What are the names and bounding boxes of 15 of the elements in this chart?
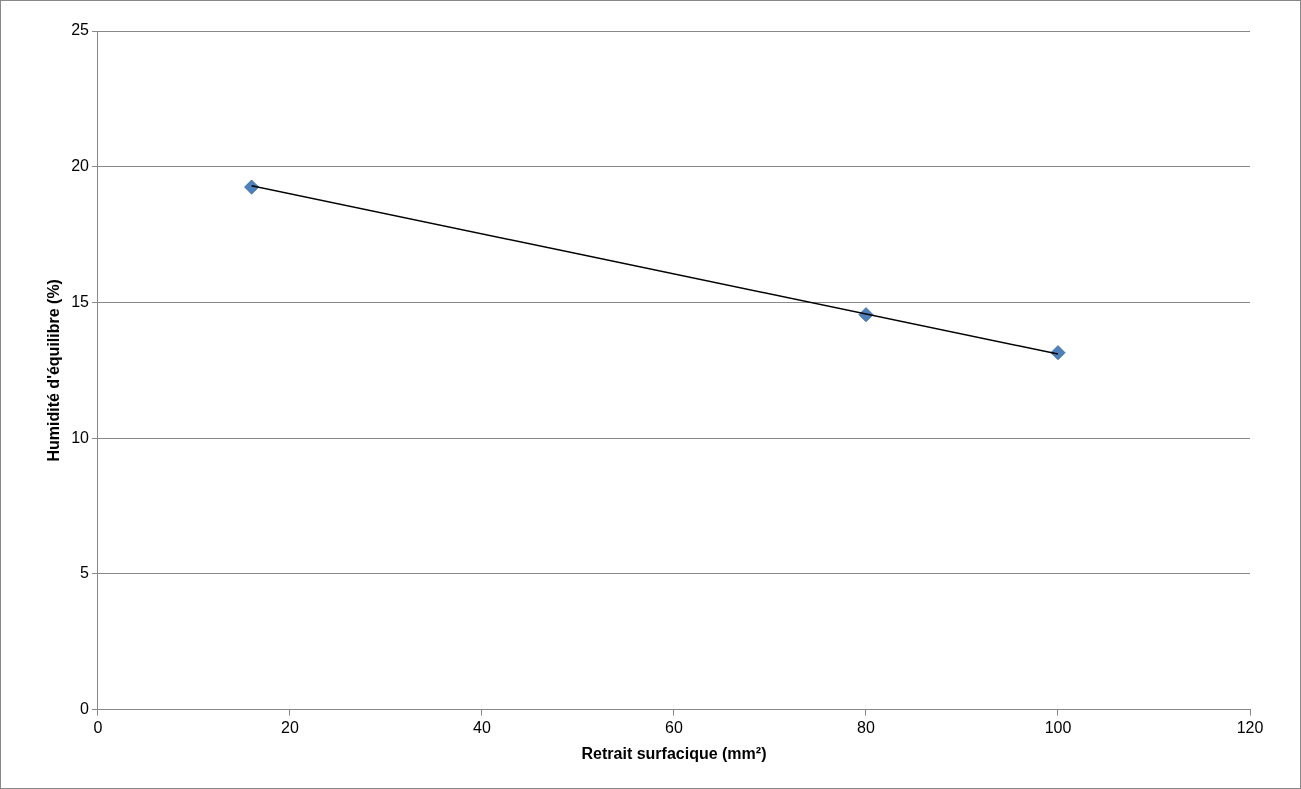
x-tick-label: 60 xyxy=(665,718,683,736)
x-tick-label: 120 xyxy=(1236,718,1264,736)
x-tick-label: 0 xyxy=(93,718,103,736)
x-tick-label: 100 xyxy=(1044,718,1072,736)
y-tick-label: 10 xyxy=(71,428,90,446)
x-tick-label: 80 xyxy=(857,718,875,736)
x-tick-label: 40 xyxy=(473,718,491,736)
y-tick-label: 15 xyxy=(71,292,90,310)
x-axis-title: Retrait surfacique (mm²) xyxy=(581,744,767,762)
y-tick-label: 0 xyxy=(80,700,90,718)
y-tick-label: 5 xyxy=(80,564,90,582)
y-tick-label: 25 xyxy=(71,21,90,39)
y-tick-label: 20 xyxy=(71,157,90,175)
y-axis-title: Humidité d'équilibre (%) xyxy=(45,279,63,462)
x-tick-label: 20 xyxy=(281,718,299,736)
